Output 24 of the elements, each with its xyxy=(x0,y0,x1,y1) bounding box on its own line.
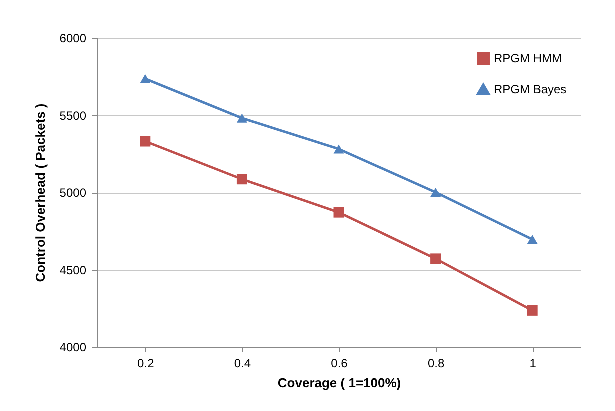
point xyxy=(236,174,248,185)
point xyxy=(527,305,538,316)
y-tick-label: 5000 xyxy=(60,186,87,200)
point xyxy=(527,235,538,244)
y-tick-label: 4500 xyxy=(60,263,87,278)
y-tick-label: 5500 xyxy=(60,108,87,123)
point xyxy=(236,114,248,123)
y-axis-title: Control Overhead ( Packets ) xyxy=(32,104,48,282)
y-tick-label: 4000 xyxy=(60,340,87,354)
point xyxy=(334,144,344,154)
y-tick-label: 6000 xyxy=(60,32,87,46)
x-tick-label: 1 xyxy=(530,356,537,370)
point xyxy=(430,188,442,198)
point xyxy=(140,136,151,147)
point xyxy=(430,254,442,264)
x-tick-label: 0.4 xyxy=(234,356,252,370)
legend-label: RPGM Bayes xyxy=(494,82,567,96)
point xyxy=(334,207,344,218)
x-tick-label: 0.8 xyxy=(428,356,445,370)
point xyxy=(140,74,151,84)
x-tick-label: 0.6 xyxy=(331,356,348,370)
x-axis-title: Coverage ( 1=100%) xyxy=(278,376,402,390)
legend-label: RPGM HMM xyxy=(494,52,562,66)
x-tick-label: 0.2 xyxy=(138,356,155,370)
